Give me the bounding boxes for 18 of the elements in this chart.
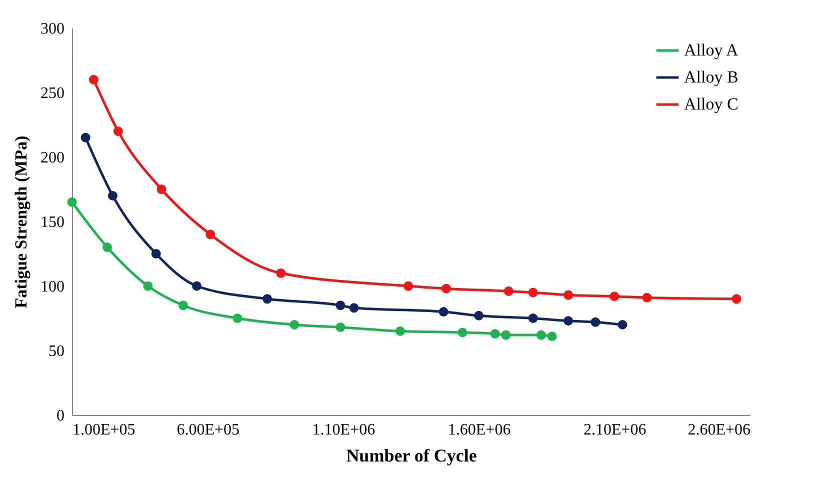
y-tick-label: 150 [40,214,64,231]
x-tick-label: 1.10E+06 [312,422,376,438]
y-tick-label: 50 [48,343,64,360]
x-axis-title: Number of Cycle [346,446,477,466]
y-tick-label: 250 [40,85,64,102]
legend-label: Alloy C [684,94,738,114]
x-tick-label: 1.60E+06 [448,422,511,438]
x-tick-label: 2.10E+06 [584,422,646,438]
y-tick-label: 200 [40,150,64,166]
x-tick-label: 1.00E+05 [72,422,136,438]
y-tick-label: 0 [56,408,64,424]
legend-label: Alloy A [684,40,740,60]
y-tick-label: 100 [40,278,64,296]
x-tick-label: 6.00E+05 [176,422,240,438]
y-axis-title: Fatigue Strength (MPa) [12,136,30,308]
legend-label: Alloy B [684,68,738,86]
y-tick-label: 300 [40,20,64,38]
x-tick-label: 2.60E+06 [688,422,750,438]
